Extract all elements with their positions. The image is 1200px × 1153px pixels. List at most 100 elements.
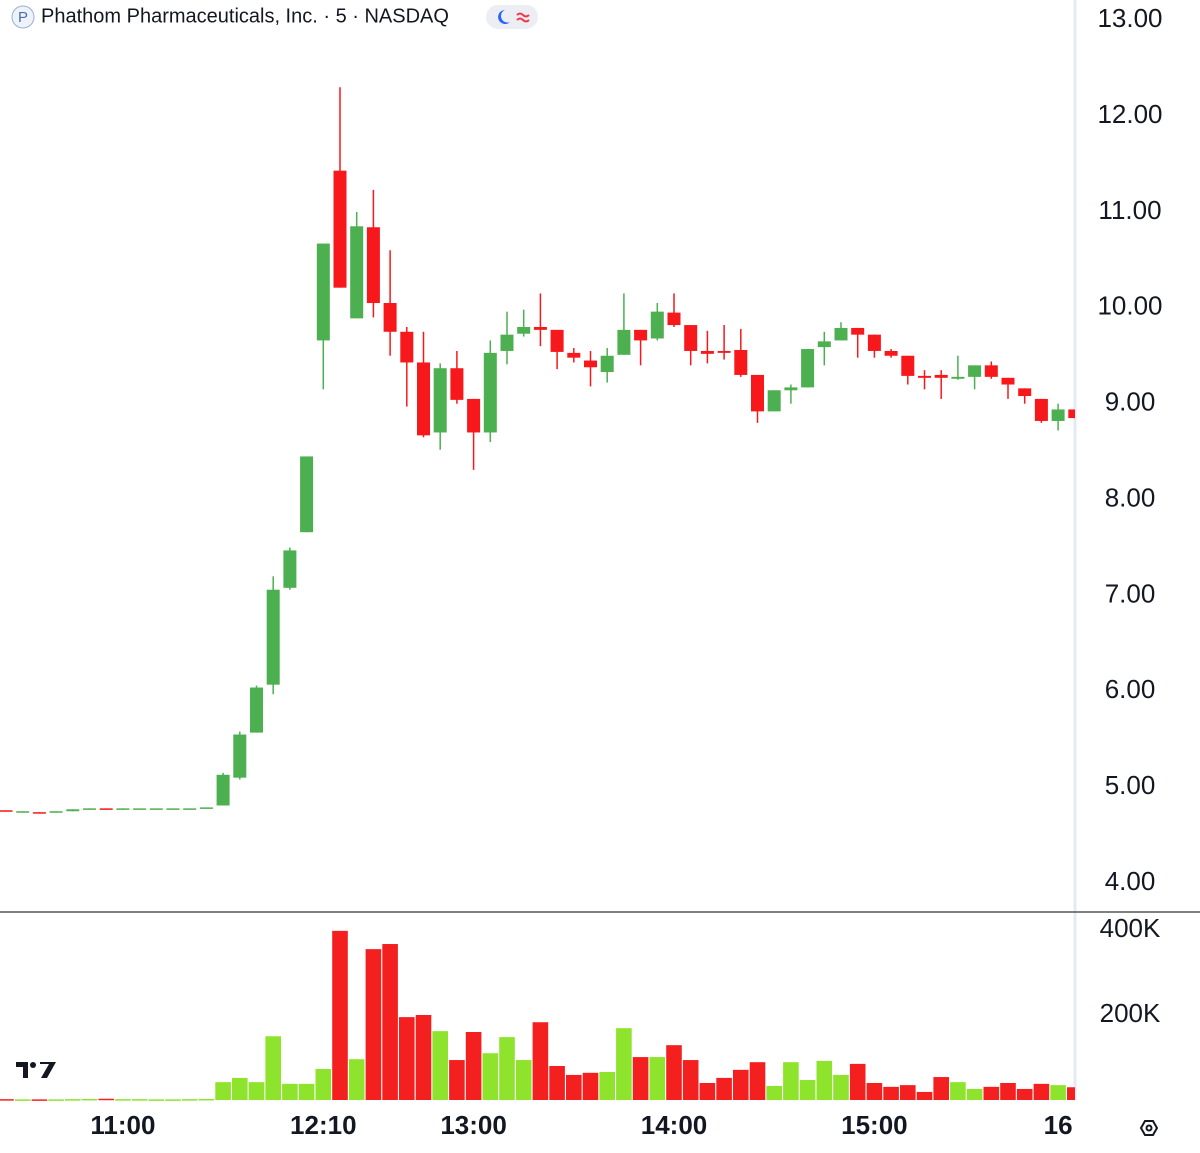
volume-bar xyxy=(632,1057,649,1100)
candle-body xyxy=(216,774,230,806)
volume-bar xyxy=(48,1099,64,1101)
volume-bar xyxy=(432,1031,448,1100)
x-tick-label: 15:00 xyxy=(841,1110,908,1140)
volume-bar xyxy=(265,1036,281,1100)
volume-bar xyxy=(181,1099,198,1101)
tv-logo-part xyxy=(40,1062,56,1078)
candle-body xyxy=(650,311,664,339)
y-tick-label: 200K xyxy=(1100,998,1161,1028)
volume-bar xyxy=(282,1083,298,1100)
volume-bar xyxy=(716,1077,732,1100)
session-badge[interactable] xyxy=(486,5,538,29)
gear-outline xyxy=(1139,1120,1159,1136)
y-tick-label: 12.00 xyxy=(1097,99,1162,129)
symbol-title: Phathom Pharmaceuticals, Inc. · 5 · NASD… xyxy=(41,5,449,27)
volume-bar xyxy=(215,1082,231,1100)
candle-body xyxy=(884,350,898,356)
volume-bar xyxy=(315,1068,332,1100)
wave-icon xyxy=(516,12,530,23)
candle-body xyxy=(567,352,581,358)
candle-body xyxy=(918,375,931,378)
volume-bar xyxy=(1000,1083,1016,1100)
candle-body xyxy=(333,170,347,288)
volume-bar xyxy=(115,1099,131,1101)
volume-bar xyxy=(816,1060,833,1100)
candle-body xyxy=(433,368,447,433)
candle-body xyxy=(483,352,497,433)
candle-body xyxy=(199,807,213,809)
candle-body xyxy=(533,326,547,330)
y-tick-label: 8.00 xyxy=(1105,482,1156,512)
candle-body xyxy=(116,808,130,810)
candle-body xyxy=(617,329,631,355)
volume-bar xyxy=(783,1062,799,1100)
volume-bar xyxy=(1067,1087,1075,1100)
volume-bar xyxy=(14,1099,31,1101)
candle-body xyxy=(450,368,464,400)
volume-bar xyxy=(866,1083,883,1100)
candle-body xyxy=(500,334,514,351)
volume-bar xyxy=(348,1059,365,1100)
volume-bar xyxy=(298,1083,315,1100)
candle-body xyxy=(1051,409,1065,421)
candle-body xyxy=(600,355,614,373)
candle-body xyxy=(400,331,414,363)
volume-bar xyxy=(883,1086,899,1100)
candle-body xyxy=(684,325,698,351)
volume-bar xyxy=(983,1086,1000,1100)
y-tick-label: 400K xyxy=(1100,913,1161,943)
y-tick-label: 13.00 xyxy=(1097,3,1162,33)
volume-bar xyxy=(148,1099,165,1101)
candle-body xyxy=(951,376,965,379)
candle-body xyxy=(83,808,96,810)
volume-bar xyxy=(499,1037,515,1100)
volume-bar xyxy=(465,1032,482,1100)
tv-logo xyxy=(16,1062,56,1078)
y-tick-label: 11.00 xyxy=(1098,195,1161,225)
candle-body xyxy=(667,312,681,326)
volume-bar xyxy=(666,1045,682,1100)
settings-icon[interactable] xyxy=(1139,1120,1159,1136)
x-tick-label: 13:00 xyxy=(440,1110,507,1140)
volume-bar xyxy=(799,1080,816,1100)
volume-bar xyxy=(566,1074,582,1100)
candle-body xyxy=(316,243,330,341)
candle-body xyxy=(0,810,13,812)
volume-bar xyxy=(900,1085,916,1100)
candle-body xyxy=(834,327,848,341)
x-tick-label: 11:00 xyxy=(90,1110,155,1140)
volume-bar xyxy=(682,1060,699,1100)
volume-bar xyxy=(532,1022,549,1100)
candle-body xyxy=(767,390,781,412)
candle-body xyxy=(149,808,163,810)
gear-center xyxy=(1145,1124,1153,1132)
candle-body xyxy=(817,341,831,348)
candle-body xyxy=(1068,409,1075,419)
y-tick-label: 9.00 xyxy=(1105,387,1156,417)
volume-bar xyxy=(950,1082,966,1100)
candle-body xyxy=(266,589,280,685)
candle-body xyxy=(366,227,380,304)
volume-bar xyxy=(549,1066,565,1100)
candle-body xyxy=(1018,388,1032,397)
candle-body xyxy=(183,808,197,810)
moon-icon xyxy=(498,10,510,24)
candle-body xyxy=(784,387,798,391)
y-tick-label: 10.00 xyxy=(1097,291,1162,321)
volume-bar xyxy=(933,1077,949,1100)
candle-body xyxy=(350,226,364,319)
logo-circle xyxy=(11,5,35,29)
volume-bar xyxy=(515,1060,532,1100)
volume-bar xyxy=(966,1088,983,1100)
volume-bar xyxy=(699,1083,716,1100)
y-tick-label: 6.00 xyxy=(1105,674,1156,704)
volume-bar xyxy=(399,1017,415,1100)
volume-bar xyxy=(131,1099,148,1101)
candle-body xyxy=(300,456,314,533)
volume-bar xyxy=(1050,1085,1066,1100)
volume-bar xyxy=(198,1098,215,1101)
candle-body xyxy=(99,808,113,810)
volume-bar xyxy=(599,1071,615,1100)
